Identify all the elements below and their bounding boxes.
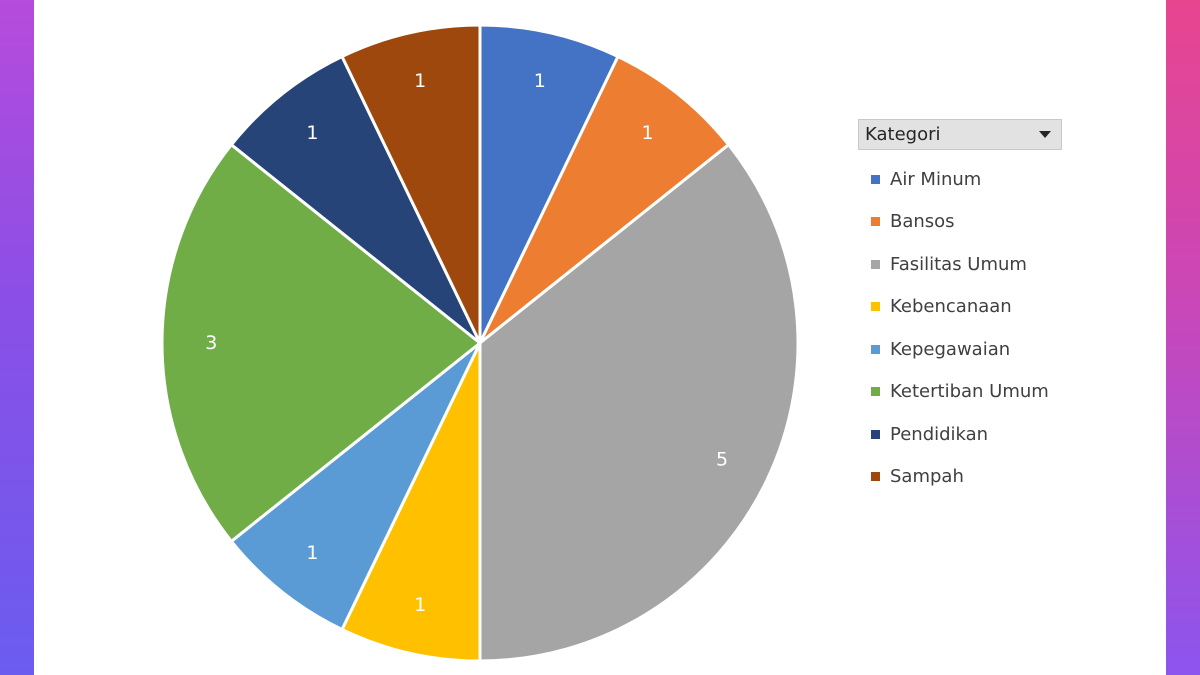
- data-label-air-minum: 1: [534, 70, 546, 92]
- legend-swatch: [871, 259, 880, 269]
- legend-item-kebencanaan[interactable]: Kebencanaan: [871, 286, 1049, 329]
- data-label-fasilitas-umum: 5: [716, 449, 728, 471]
- pie-slice-fasilitas-umum: [478, 143, 800, 663]
- data-label-pendidikan: 1: [306, 122, 318, 144]
- chart-area: 1 1 5 1 1 3 1 1 Kategori Air Minum Bansos Fasilit…: [34, 0, 1166, 675]
- legend-label: Kebencanaan: [890, 296, 1012, 318]
- pie-slice-sampah: [340, 23, 482, 345]
- legend-label: Pendidikan: [890, 423, 989, 445]
- legend-item-air-minum[interactable]: Air Minum: [871, 158, 1049, 201]
- legend: Air Minum Bansos Fasilitas Umum Kebencanaan…: [871, 158, 1049, 498]
- pie-slice-air-minum: [478, 23, 620, 345]
- legend-item-bansos[interactable]: Bansos: [871, 201, 1049, 244]
- legend-swatch: [871, 217, 880, 227]
- background-left-stripe: [0, 0, 34, 675]
- legend-title: Kategori: [865, 124, 941, 145]
- data-label-bansos: 1: [641, 122, 653, 144]
- legend-filter-dropdown[interactable]: Kategori: [858, 119, 1062, 150]
- pie-slice-ketertiban-umum: [160, 143, 482, 543]
- legend-swatch: [871, 302, 880, 312]
- legend-item-fasilitas-umum[interactable]: Fasilitas Umum: [871, 243, 1049, 286]
- chevron-down-icon[interactable]: [1039, 131, 1051, 138]
- legend-item-sampah[interactable]: Sampah: [871, 456, 1049, 499]
- legend-item-kepegawaian[interactable]: Kepegawaian: [871, 328, 1049, 371]
- legend-swatch: [871, 472, 880, 482]
- pie-slice-kepegawaian: [229, 341, 482, 632]
- data-label-kebencanaan: 1: [414, 594, 426, 616]
- legend-label: Fasilitas Umum: [890, 253, 1027, 275]
- legend-swatch: [871, 429, 880, 439]
- pie-slice-bansos: [478, 54, 731, 345]
- legend-label: Bansos: [890, 211, 955, 233]
- legend-swatch: [871, 387, 880, 397]
- legend-item-ketertiban-umum[interactable]: Ketertiban Umum: [871, 371, 1049, 414]
- data-label-kepegawaian: 1: [306, 542, 318, 564]
- legend-swatch: [871, 344, 880, 354]
- legend-label: Air Minum: [890, 168, 982, 190]
- legend-item-pendidikan[interactable]: Pendidikan: [871, 413, 1049, 456]
- background-right-stripe: [1166, 0, 1200, 675]
- data-label-ketertiban-umum: 3: [205, 332, 217, 354]
- data-label-sampah: 1: [414, 70, 426, 92]
- legend-label: Kepegawaian: [890, 338, 1011, 360]
- legend-swatch: [871, 174, 880, 184]
- pie-chart: 1 1 5 1 1 3 1 1: [160, 23, 800, 663]
- pie-slice-pendidikan: [229, 54, 482, 345]
- pie-slice-kebencanaan: [340, 341, 482, 663]
- legend-label: Ketertiban Umum: [890, 381, 1049, 403]
- legend-label: Sampah: [890, 466, 964, 488]
